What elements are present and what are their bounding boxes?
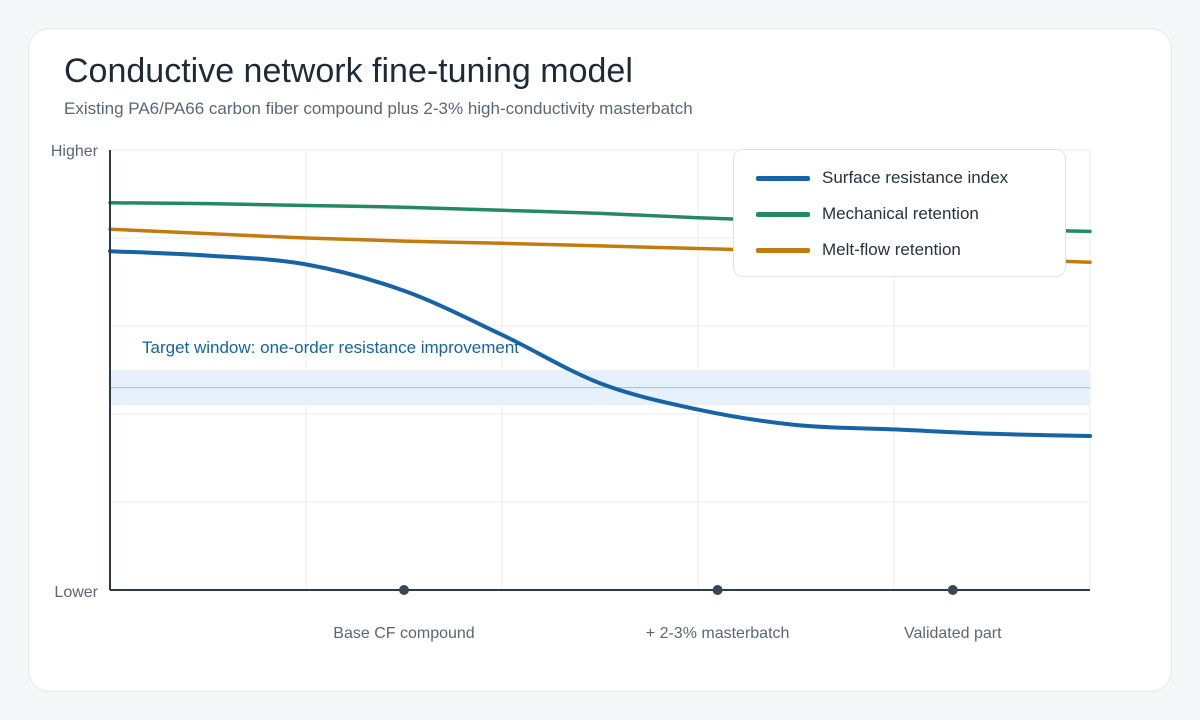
legend-swatch-meltflow [756, 247, 810, 253]
chart-title: Conductive network fine-tuning model [64, 52, 633, 90]
legend-item-meltflow: Melt-flow retention [756, 238, 961, 262]
legend-swatch-mechanical [756, 211, 810, 217]
target-window-label: Target window: one-order resistance impr… [142, 338, 519, 357]
milestone-marker [712, 585, 723, 595]
legend: Surface resistance index Mechanical rete… [733, 149, 1066, 277]
milestone-marker [399, 585, 409, 595]
legend-item-surface: Surface resistance index [756, 166, 1008, 190]
target-window: Target window: one-order resistance impr… [110, 338, 1090, 406]
series-line-surface [108, 249, 1092, 438]
axes [109, 150, 1090, 595]
legend-swatch-surface [756, 175, 810, 181]
milestone-label: Validated part [904, 625, 1002, 642]
axis-labels: Base CF compound + 2-3% masterbatch Valida… [51, 143, 1002, 642]
legend-label-mechanical: Mechanical retention [822, 204, 979, 223]
legend-item-mechanical: Mechanical retention [756, 202, 979, 226]
milestone-label: Base CF compound [333, 625, 474, 642]
milestone-label: + 2-3% masterbatch [646, 625, 790, 642]
chart-card [28, 28, 1172, 692]
legend-label-surface: Surface resistance index [822, 168, 1009, 187]
chart-subtitle: Existing PA6/PA66 carbon fiber compound … [64, 99, 693, 118]
y-axis-label-top: Higher [51, 143, 99, 160]
milestone-marker [947, 585, 958, 595]
legend-label-meltflow: Melt-flow retention [822, 240, 961, 259]
y-axis-label-bottom: Lower [54, 584, 98, 601]
